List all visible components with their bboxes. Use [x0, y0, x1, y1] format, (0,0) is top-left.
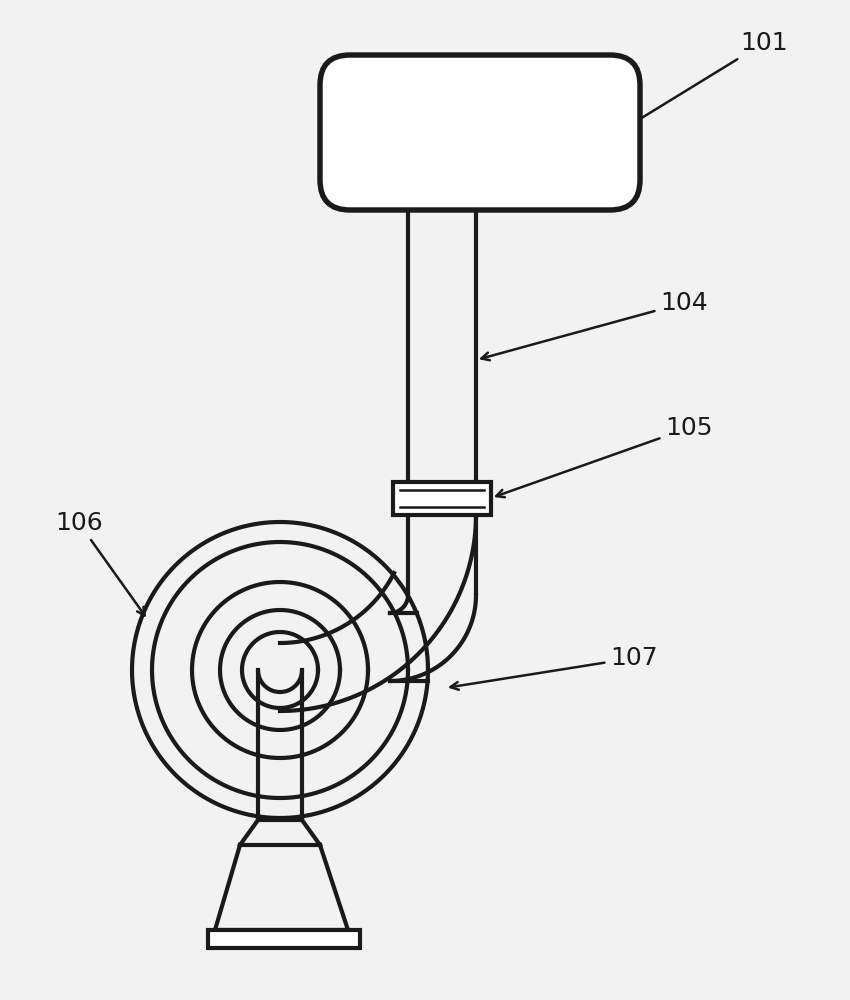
Text: 101: 101	[626, 31, 788, 127]
Text: 106: 106	[55, 511, 144, 615]
Bar	[208, 930, 360, 948]
Text: 104: 104	[481, 291, 708, 360]
Text: 105: 105	[496, 416, 712, 497]
FancyBboxPatch shape	[320, 55, 640, 210]
Text: 107: 107	[450, 646, 658, 690]
Bar	[393, 482, 491, 515]
